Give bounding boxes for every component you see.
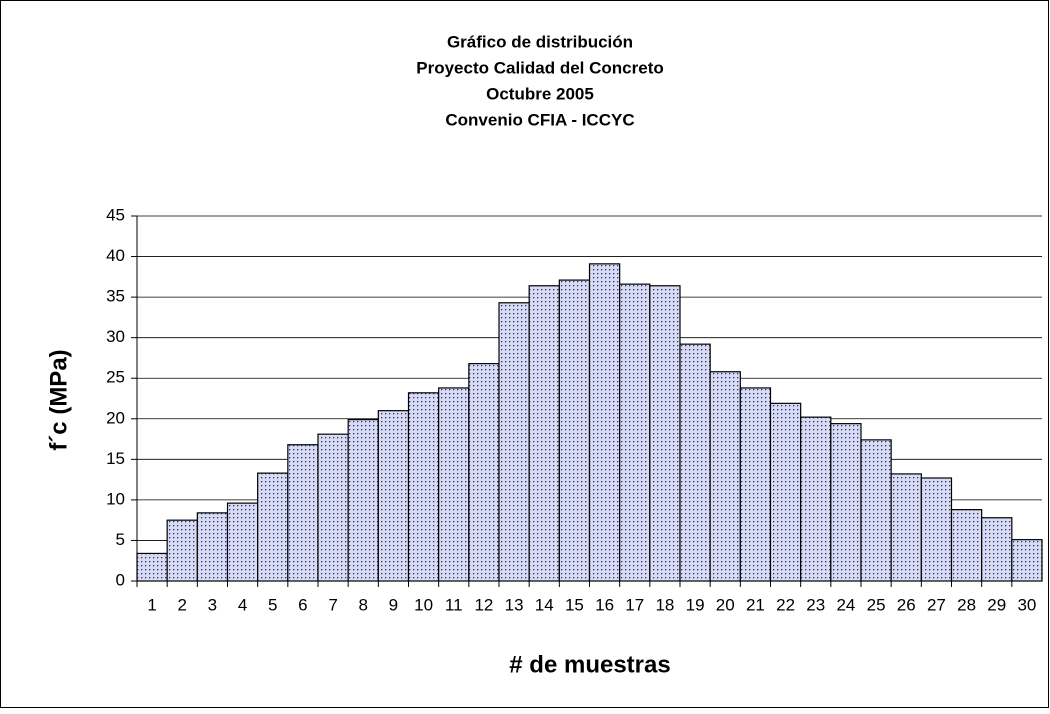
bar — [920, 477, 953, 582]
bar — [679, 343, 711, 582]
bar — [438, 387, 470, 582]
y-tick-label: 15 — [106, 449, 125, 468]
bar — [468, 363, 500, 582]
y-tick-label: 5 — [116, 530, 125, 549]
x-tick-label: 28 — [957, 595, 976, 614]
bar — [739, 387, 772, 582]
x-tick-label: 5 — [268, 595, 277, 614]
x-tick-label: 7 — [328, 595, 337, 614]
y-tick-label: 25 — [106, 368, 125, 387]
bar — [800, 416, 832, 582]
bar — [890, 473, 922, 582]
bar — [257, 472, 289, 582]
x-tick-label: 1 — [147, 595, 156, 614]
x-tick-label: 27 — [927, 595, 946, 614]
x-tick-label: 17 — [625, 595, 644, 614]
bar — [287, 444, 319, 582]
bar — [166, 519, 198, 582]
chart-title: Gráfico de distribución Proyecto Calidad … — [416, 32, 664, 129]
bar — [588, 263, 621, 582]
x-tick-label: 23 — [806, 595, 825, 614]
bar — [226, 502, 259, 582]
bar — [950, 509, 983, 582]
x-tick-label: 4 — [238, 595, 247, 614]
x-tick-label: 14 — [535, 595, 554, 614]
x-tick-label: 11 — [445, 595, 463, 614]
x-axis-title: # de muestras — [509, 651, 670, 678]
y-axis-title: f´c (MPa) — [45, 349, 72, 450]
y-tick-label: 10 — [106, 489, 125, 508]
y-tick-label: 20 — [106, 408, 125, 427]
bar — [407, 392, 440, 582]
y-tick-label: 45 — [106, 205, 125, 224]
x-tick-label: 9 — [389, 595, 398, 614]
x-tick-label: 3 — [208, 595, 217, 614]
y-tick-label: 30 — [106, 327, 125, 346]
title-line: Octubre 2005 — [486, 84, 594, 103]
bar — [136, 552, 168, 582]
x-tick-label: 26 — [897, 595, 916, 614]
x-tick-label: 10 — [414, 595, 433, 614]
bar — [347, 418, 379, 582]
x-tick-label: 15 — [565, 595, 584, 614]
x-tick-label: 2 — [178, 595, 187, 614]
bar — [498, 302, 530, 582]
x-tick-label: 18 — [655, 595, 674, 614]
x-tick-label: 13 — [505, 595, 524, 614]
x-tick-label: 6 — [298, 595, 307, 614]
x-tick-label: 24 — [836, 595, 855, 614]
y-tick-label: 35 — [106, 287, 125, 306]
title-line: Proyecto Calidad del Concreto — [416, 58, 664, 77]
bar — [981, 517, 1013, 582]
bar — [769, 402, 802, 582]
x-tick-label: 8 — [359, 595, 368, 614]
x-tick-label: 22 — [776, 595, 795, 614]
x-tick-label: 30 — [1017, 595, 1036, 614]
x-tick-label: 29 — [987, 595, 1006, 614]
bar — [709, 371, 741, 582]
x-tick-label: 21 — [746, 595, 765, 614]
x-tick-label: 19 — [686, 595, 705, 614]
x-tick-label: 16 — [595, 595, 614, 614]
bar — [317, 433, 349, 582]
x-tick-label: 12 — [474, 595, 493, 614]
bar — [1011, 539, 1043, 582]
bar — [830, 423, 862, 582]
bar — [558, 279, 591, 582]
bar — [860, 439, 892, 582]
title-line: Gráfico de distribución — [447, 32, 633, 51]
bar — [649, 285, 681, 582]
x-tick-label: 20 — [716, 595, 735, 614]
x-tick-label: 25 — [867, 595, 886, 614]
bar — [377, 410, 410, 582]
title-line: Convenio CFIA - ICCYC — [445, 110, 634, 129]
bar — [196, 512, 229, 582]
bar — [528, 285, 560, 582]
bar — [619, 283, 651, 582]
y-tick-label: 0 — [116, 570, 125, 589]
y-tick-label: 40 — [106, 246, 125, 265]
